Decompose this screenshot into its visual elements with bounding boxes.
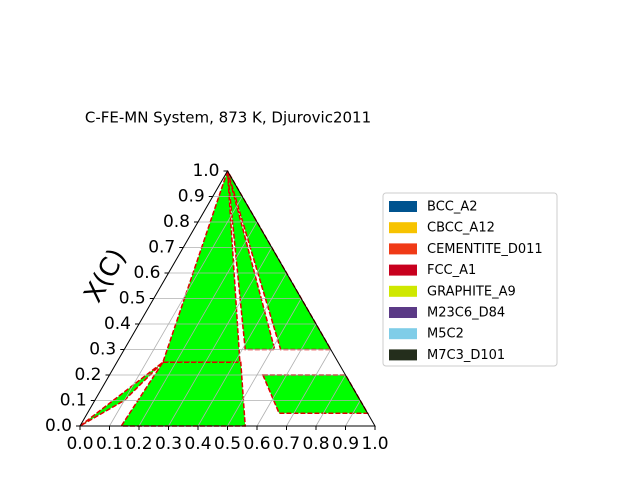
grid-line	[138, 221, 258, 427]
grid-line	[227, 298, 302, 427]
legend-box	[382, 192, 558, 367]
y-tick-label: 0.9	[178, 187, 205, 207]
x-tick-label: 0.8	[302, 434, 329, 454]
grid-line	[109, 196, 243, 427]
x-tick-label: 0.6	[243, 434, 270, 454]
grid-line	[315, 374, 346, 427]
legend-swatch	[389, 285, 417, 297]
x-tick-label: 0.7	[273, 434, 300, 454]
legend-swatch	[389, 243, 417, 255]
phase-region	[79, 361, 164, 427]
legend-label: CEMENTITE_D011	[427, 242, 543, 257]
chart-title: C-FE-MN System, 873 K, Djurovic2011	[85, 109, 371, 127]
y-tick-label: 0.1	[60, 391, 87, 411]
legend-swatch	[389, 307, 417, 318]
legend-label: M7C3_D101	[427, 348, 505, 363]
y-tick-label: 0.7	[148, 238, 175, 258]
grid-line	[286, 349, 332, 427]
grid-line	[168, 247, 273, 427]
legend-swatch	[389, 349, 417, 361]
y-tick-label: 0.2	[74, 365, 101, 385]
legend-label: M5C2	[427, 327, 464, 342]
y-tick-label: 1.0	[192, 161, 219, 181]
x-tick-label: 0.5	[214, 434, 241, 454]
legend-swatch	[389, 201, 417, 212]
x-tick-label: 0.4	[184, 434, 211, 454]
x-tick-label: 0.3	[155, 434, 182, 454]
grid-line	[256, 323, 317, 427]
legend-swatch	[389, 264, 417, 276]
legend-label: BCC_A2	[427, 200, 478, 215]
x-axis-label: X(MN)	[188, 477, 268, 480]
x-tick-label: 0.0	[66, 434, 93, 454]
legend-label: FCC_A1	[427, 263, 476, 278]
phase-region	[226, 170, 276, 351]
x-tick-label: 0.9	[332, 434, 359, 454]
legend-swatch	[389, 328, 417, 340]
y-tick-label: 0.5	[119, 289, 146, 309]
y-tick-label: 0.0	[45, 416, 72, 436]
y-tick-label: 0.8	[163, 212, 190, 232]
legend-swatch	[389, 222, 417, 234]
legend-label: CBCC_A12	[427, 221, 495, 236]
x-tick-label: 1.0	[361, 434, 388, 454]
grid-line	[197, 272, 287, 427]
y-tick-label: 0.4	[104, 314, 131, 334]
legend-label: M23C6_D84	[427, 306, 505, 321]
legend-label: GRAPHITE_A9	[427, 284, 516, 299]
grid-line	[345, 400, 361, 427]
x-tick-label: 0.1	[96, 434, 123, 454]
y-tick-label: 0.3	[89, 340, 116, 360]
y-tick-label: 0.6	[133, 263, 160, 283]
x-tick-label: 0.2	[125, 434, 152, 454]
